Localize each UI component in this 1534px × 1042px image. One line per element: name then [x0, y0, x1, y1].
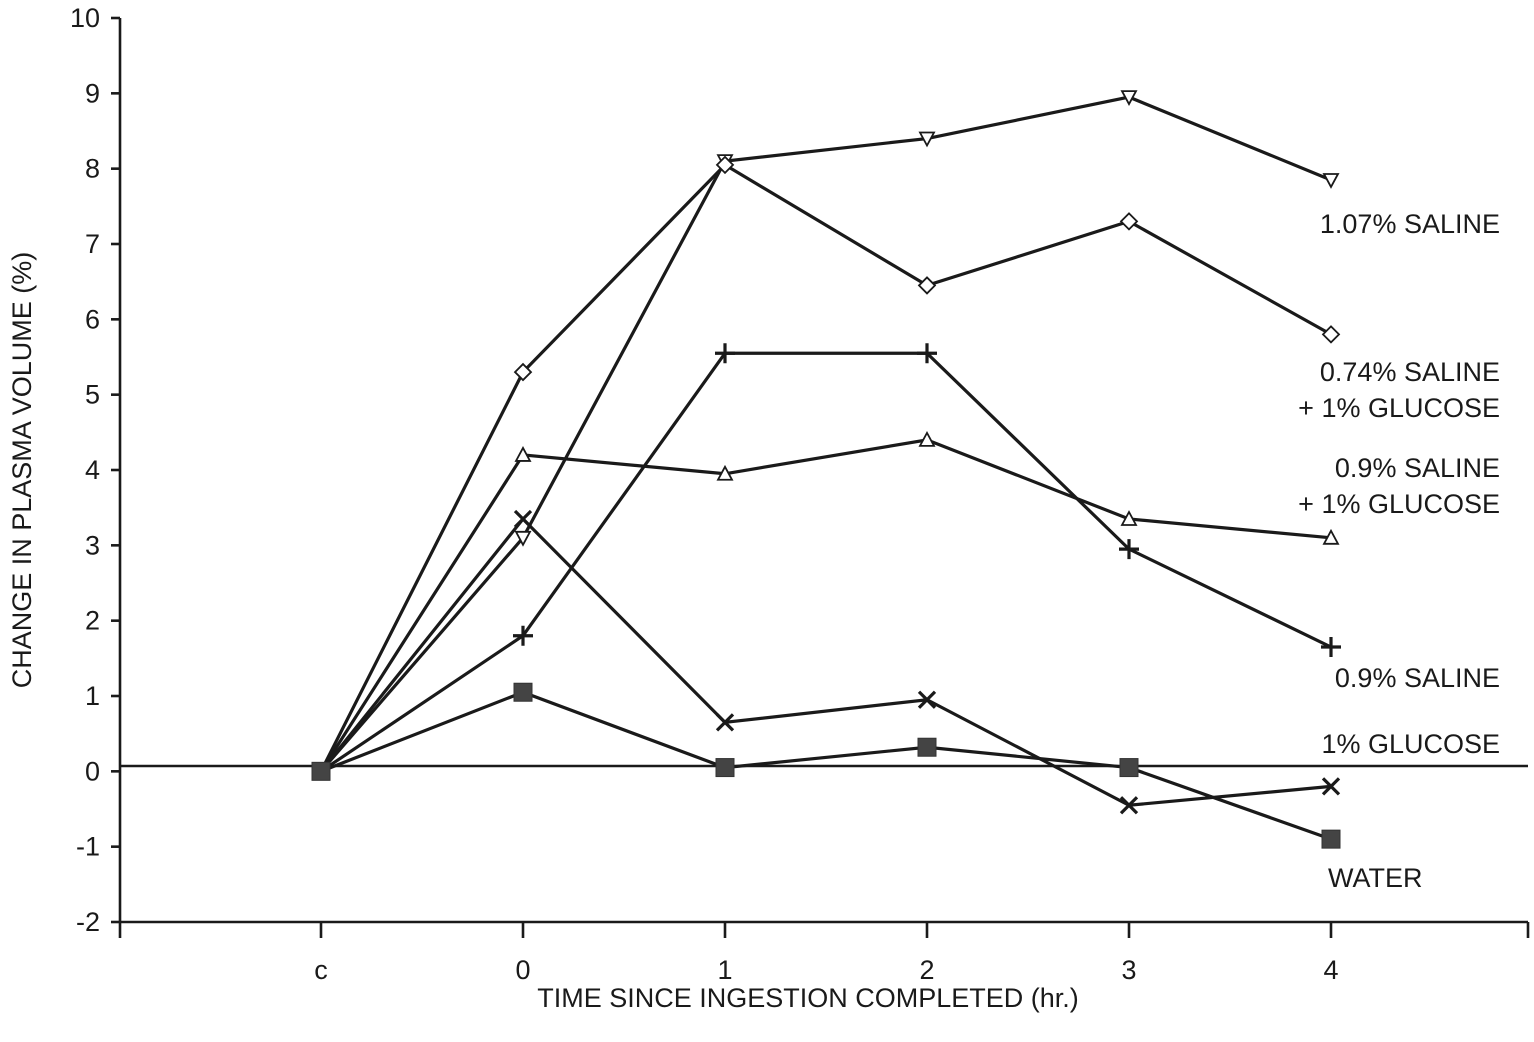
y-tick-label: 7 [85, 229, 100, 259]
triangle-up-marker [918, 430, 936, 447]
triangle-down-marker [514, 530, 532, 547]
x-marker [917, 690, 937, 709]
series-line [319, 438, 1332, 773]
y-tick-label: 4 [85, 455, 100, 485]
series-label: WATER [1328, 863, 1423, 893]
series-label: 0.74% SALINE [1320, 357, 1500, 387]
y-axis-title: CHANGE IN PLASMA VOLUME (%) [7, 252, 37, 689]
diamond-marker [715, 155, 735, 175]
series-markers [311, 90, 1341, 849]
y-tick-label: 2 [85, 606, 100, 636]
y-tick-label: 6 [85, 304, 100, 334]
x-tick-label: c [314, 955, 328, 985]
series-labels: 1.07% SALINE 0.74% SALINE + 1% GLUCOSE 0.9%… [1298, 209, 1500, 893]
square-marker [1119, 758, 1139, 778]
series-label: 1.07% SALINE [1320, 209, 1500, 239]
triangle-down-marker [1322, 173, 1340, 189]
x-tick-label: 2 [919, 955, 934, 985]
series-label: + 1% GLUCOSE [1298, 489, 1500, 519]
y-tick-label: 5 [85, 380, 100, 410]
triangle-up-marker [716, 464, 734, 481]
square-marker [311, 761, 331, 781]
series-label: 1% GLUCOSE [1321, 729, 1500, 759]
series-line [319, 516, 1332, 807]
series-line [320, 690, 1332, 841]
square-marker [715, 758, 735, 778]
y-tick-label: 10 [70, 3, 100, 33]
x-axis-title: TIME SINCE INGESTION COMPLETED (hr.) [537, 983, 1079, 1013]
y-tick-label: -2 [76, 907, 100, 937]
triangle-up-marker [514, 446, 532, 462]
y-tick-label: -1 [76, 832, 100, 862]
plus-marker [1119, 539, 1139, 560]
plus-marker [1321, 637, 1341, 658]
square-marker [513, 682, 533, 702]
plus-marker [715, 343, 735, 364]
y-ticks: -2 -1 0 1 2 3 4 5 6 7 8 9 10 [70, 3, 120, 937]
series-line [320, 351, 1332, 773]
y-tick-label: 9 [85, 78, 100, 108]
x-marker [513, 509, 533, 529]
x-marker [1321, 777, 1341, 796]
x-marker [715, 713, 735, 732]
triangle-down-marker [1120, 90, 1138, 106]
x-tick-label: 0 [515, 955, 530, 985]
x-marker [1119, 796, 1139, 815]
y-tick-label: 1 [85, 681, 100, 711]
x-ticks: c 0 1 2 3 4 [118, 922, 1530, 985]
series-line [319, 95, 1332, 773]
square-marker [1321, 829, 1341, 849]
plus-marker [917, 343, 937, 364]
x-tick-label: 4 [1323, 955, 1338, 985]
diamond-marker [1119, 212, 1139, 231]
series-label: 0.9% SALINE [1335, 453, 1500, 483]
triangle-down-marker [918, 131, 936, 148]
plus-marker [513, 625, 533, 646]
square-marker [917, 737, 937, 757]
triangle-up-marker [1120, 510, 1138, 526]
series-line [319, 162, 1332, 773]
diamond-marker [1321, 325, 1341, 344]
y-tick-label: 0 [85, 756, 100, 786]
series-label: 0.9% SALINE [1335, 663, 1500, 693]
series-lines [319, 95, 1332, 841]
y-tick-label: 8 [85, 154, 100, 184]
y-tick-label: 3 [85, 530, 100, 560]
series-label: + 1% GLUCOSE [1298, 393, 1500, 423]
x-tick-label: 1 [717, 955, 732, 985]
diamond-marker [917, 276, 937, 295]
triangle-up-marker [1322, 528, 1340, 545]
diamond-marker [513, 362, 533, 382]
x-tick-label: 3 [1121, 955, 1136, 985]
